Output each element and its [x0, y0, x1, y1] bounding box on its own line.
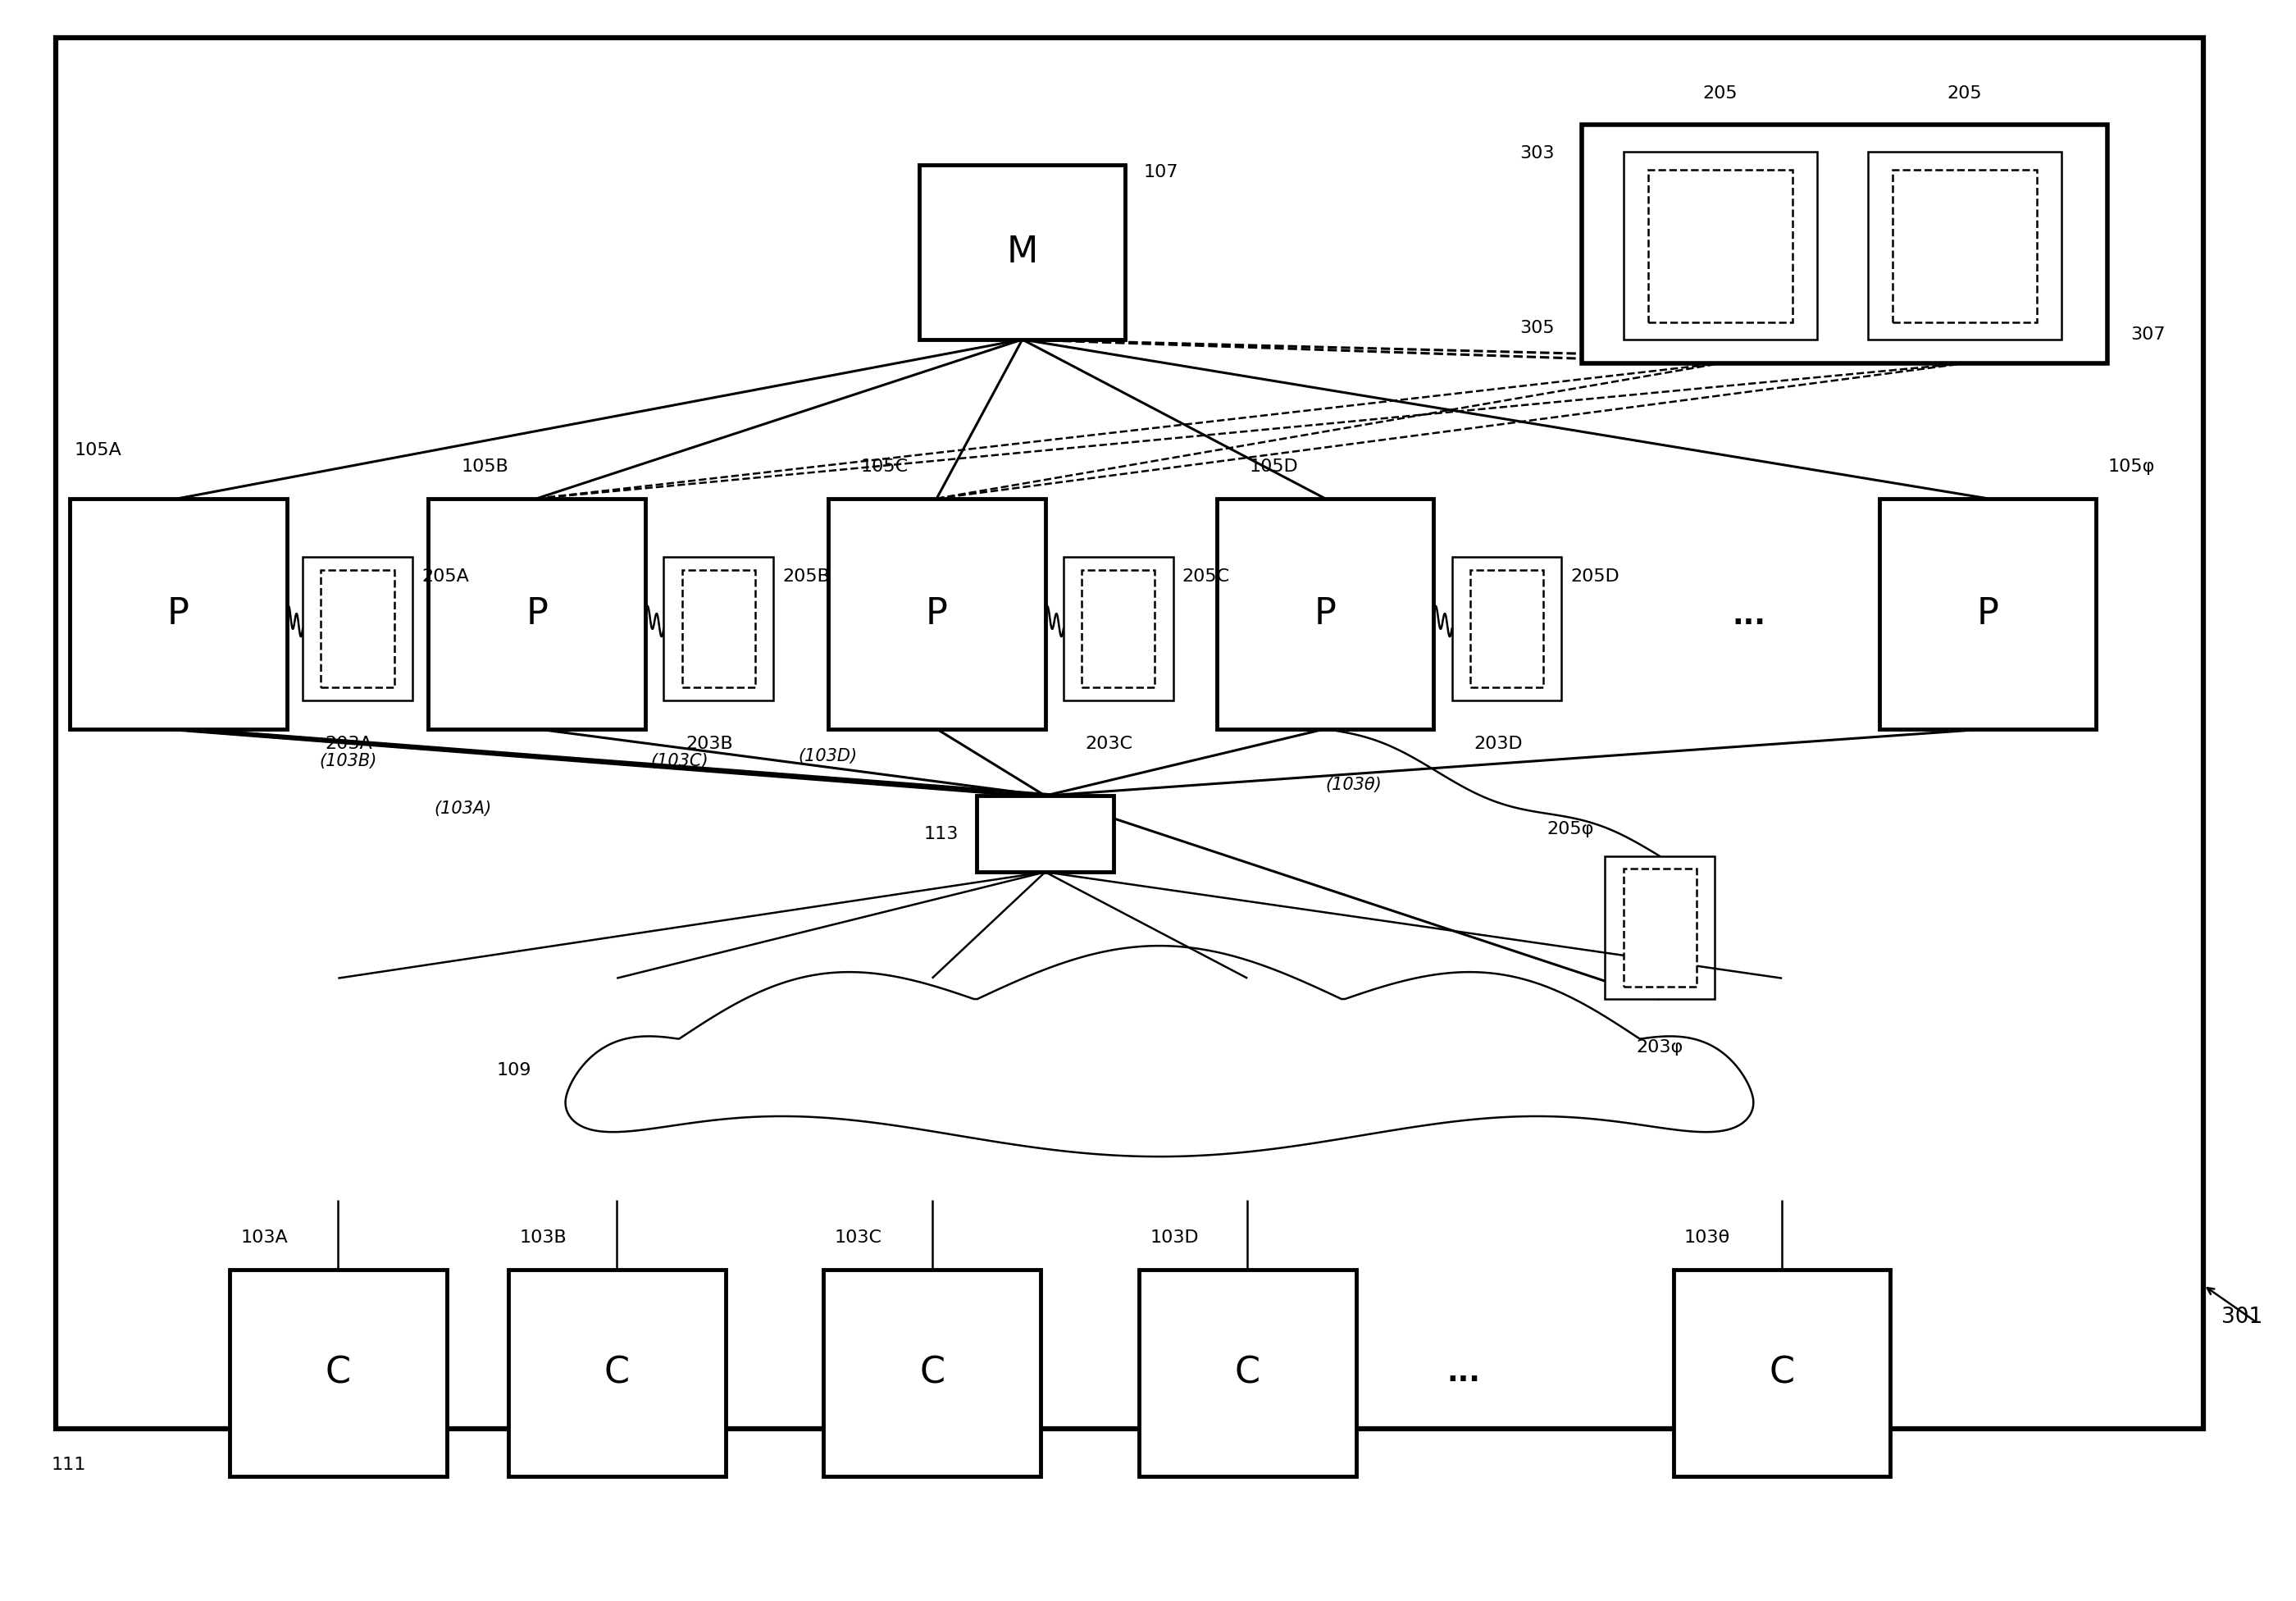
- Bar: [918, 165, 1125, 339]
- Text: 103θ: 103θ: [1685, 1230, 1731, 1246]
- Text: 105C: 105C: [861, 458, 909, 474]
- Bar: [1878, 498, 2096, 728]
- Text: 203φ: 203φ: [1637, 1039, 1683, 1055]
- Text: 203B: 203B: [687, 735, 732, 752]
- Bar: [682, 570, 755, 688]
- Bar: [429, 498, 645, 728]
- Text: (103D): (103D): [799, 748, 859, 764]
- Text: 205B: 205B: [783, 568, 829, 584]
- Text: ...: ...: [1731, 602, 1766, 631]
- Text: 105B: 105B: [461, 458, 507, 474]
- Text: P: P: [526, 596, 549, 631]
- Bar: [1451, 557, 1561, 700]
- Text: C: C: [604, 1354, 629, 1390]
- Bar: [69, 498, 287, 728]
- Bar: [664, 557, 774, 700]
- Text: 203C: 203C: [1086, 735, 1132, 752]
- Text: 205D: 205D: [1570, 568, 1619, 584]
- Bar: [1063, 557, 1173, 700]
- Text: (103B): (103B): [319, 752, 377, 768]
- Bar: [230, 1270, 448, 1476]
- Bar: [55, 37, 2204, 1428]
- Bar: [507, 1270, 726, 1476]
- Bar: [1469, 570, 1543, 688]
- Bar: [321, 570, 395, 688]
- Text: P: P: [1977, 596, 1998, 631]
- Text: 205: 205: [1947, 85, 1981, 101]
- Text: P: P: [168, 596, 188, 631]
- Text: 105D: 105D: [1249, 458, 1297, 474]
- Bar: [976, 796, 1114, 873]
- Text: ...: ...: [1446, 1359, 1481, 1386]
- Bar: [1217, 498, 1433, 728]
- Text: P: P: [1313, 596, 1336, 631]
- Bar: [829, 498, 1045, 728]
- Bar: [303, 557, 413, 700]
- Text: 105A: 105A: [73, 442, 122, 459]
- Text: C: C: [326, 1354, 351, 1390]
- Text: 103D: 103D: [1150, 1230, 1199, 1246]
- Bar: [1582, 125, 2108, 363]
- Text: 307: 307: [2131, 327, 2165, 343]
- Polygon shape: [565, 946, 1754, 1156]
- Bar: [1649, 170, 1793, 322]
- Bar: [1139, 1270, 1357, 1476]
- Text: 203A: 203A: [324, 735, 372, 752]
- Text: (103θ): (103θ): [1325, 776, 1382, 792]
- Text: C: C: [918, 1354, 946, 1390]
- Text: 111: 111: [51, 1457, 87, 1473]
- Text: 109: 109: [496, 1061, 530, 1079]
- Text: 305: 305: [1520, 320, 1554, 336]
- Bar: [1674, 1270, 1890, 1476]
- Text: C: C: [1770, 1354, 1795, 1390]
- Text: (103A): (103A): [434, 800, 491, 817]
- Text: 205A: 205A: [422, 568, 468, 584]
- Bar: [1605, 857, 1715, 999]
- Bar: [1623, 152, 1818, 339]
- Bar: [1623, 869, 1697, 986]
- Text: 301: 301: [2223, 1306, 2264, 1327]
- Bar: [824, 1270, 1040, 1476]
- Text: P: P: [925, 596, 948, 631]
- Text: (103C): (103C): [650, 752, 709, 768]
- Text: 205: 205: [1704, 85, 1738, 101]
- Text: 113: 113: [923, 826, 957, 842]
- Bar: [1081, 570, 1155, 688]
- Text: 103A: 103A: [241, 1230, 287, 1246]
- Text: 107: 107: [1143, 165, 1178, 181]
- Text: 103C: 103C: [833, 1230, 882, 1246]
- Bar: [1892, 170, 2037, 322]
- Text: 303: 303: [1520, 146, 1554, 162]
- Text: C: C: [1235, 1354, 1261, 1390]
- Bar: [1867, 152, 2062, 339]
- Text: 103B: 103B: [519, 1230, 567, 1246]
- Text: 203D: 203D: [1474, 735, 1522, 752]
- Text: M: M: [1006, 234, 1038, 269]
- Text: 205φ: 205φ: [1548, 821, 1593, 837]
- Text: 205C: 205C: [1182, 568, 1231, 584]
- Text: 105φ: 105φ: [2108, 458, 2154, 474]
